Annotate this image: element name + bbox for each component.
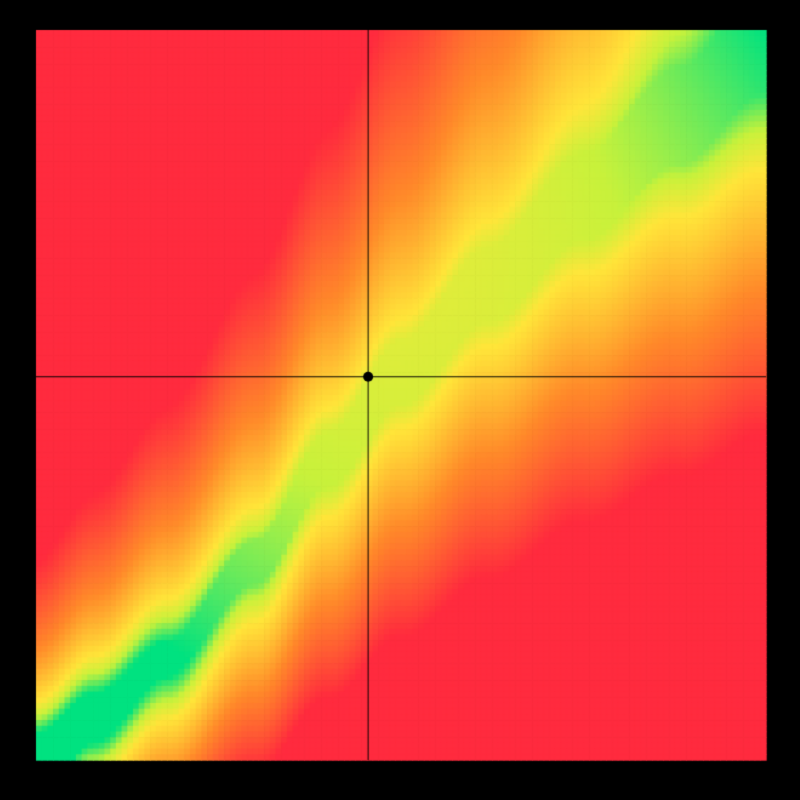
chart-frame: TheBottleneck.com	[0, 0, 800, 800]
bottleneck-heatmap	[0, 0, 800, 800]
